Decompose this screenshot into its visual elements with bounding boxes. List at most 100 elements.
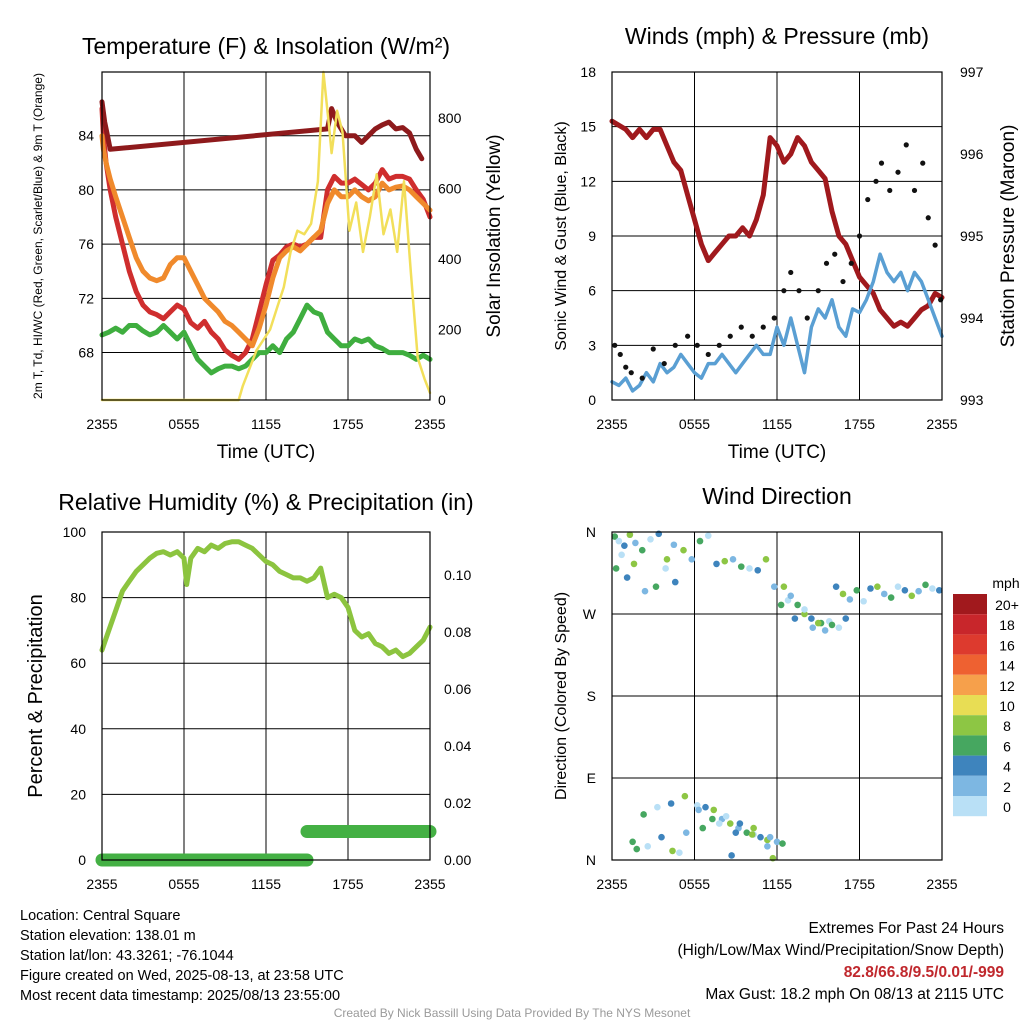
direction-point xyxy=(652,583,660,590)
plot-frame xyxy=(101,71,431,401)
y-tick-label-left: 12 xyxy=(580,173,596,189)
direction-point xyxy=(780,583,788,590)
direction-point xyxy=(748,831,756,838)
extremes-block: Extremes For Past 24 Hours (High/Low/Max… xyxy=(678,918,1005,1006)
direction-point xyxy=(835,624,843,631)
legend-swatch xyxy=(953,634,987,655)
gust-point xyxy=(771,315,777,321)
y-tick-label-left: W xyxy=(583,606,597,622)
direction-point xyxy=(641,587,649,595)
x-tick-label: 1155 xyxy=(251,416,281,432)
legend-swatch xyxy=(953,674,987,695)
y-tick-label-left: N xyxy=(586,524,596,540)
legend-label: 10 xyxy=(999,698,1015,714)
x-tick-label: 1755 xyxy=(844,876,875,892)
direction-point xyxy=(667,800,675,807)
gust-point xyxy=(832,251,838,257)
direction-point xyxy=(638,546,646,554)
y-tick-label-left: 72 xyxy=(78,290,94,306)
gust-point xyxy=(738,324,744,330)
legend-swatch xyxy=(953,796,987,817)
direction-point xyxy=(839,590,847,598)
direction-point xyxy=(777,601,785,609)
direction-point xyxy=(680,546,687,554)
gust-point xyxy=(694,342,700,348)
direction-point xyxy=(709,815,716,823)
direction-point xyxy=(867,585,874,592)
direction-point xyxy=(682,829,690,836)
gust-point xyxy=(920,160,926,166)
y-tick-label-left: 60 xyxy=(70,655,86,671)
y-tick-label-right: 0.00 xyxy=(444,852,471,868)
direction-point xyxy=(729,556,737,563)
gust-point xyxy=(628,370,634,376)
gust-point xyxy=(865,196,871,203)
legend-label: 14 xyxy=(999,658,1015,674)
direction-point xyxy=(809,624,817,631)
direction-point xyxy=(626,531,634,539)
plot-frame xyxy=(101,531,431,861)
y-tick-label-left: 9 xyxy=(588,228,596,244)
direction-point xyxy=(702,803,709,811)
gust-point xyxy=(760,324,766,330)
gust-point xyxy=(823,260,830,266)
y-axis-label-left: Percent & Precipitation xyxy=(25,594,47,797)
y-tick-label-right: 0.08 xyxy=(444,624,471,640)
legend-swatch xyxy=(953,755,987,776)
series-line-humidity xyxy=(99,539,433,660)
direction-point xyxy=(699,824,707,832)
direction-point xyxy=(874,583,881,590)
extremes-values: 82.8/66.8/9.5/0.01/-999 xyxy=(843,964,1004,981)
y-tick-label-right: 600 xyxy=(438,180,462,196)
direction-point xyxy=(726,820,734,827)
y-tick-label-right: 0.10 xyxy=(444,567,471,583)
gust-point xyxy=(873,178,879,184)
gust-point xyxy=(788,269,794,276)
direction-point xyxy=(887,594,895,601)
x-tick-label: 1755 xyxy=(332,416,363,432)
chart-title: Wind Direction xyxy=(702,483,852,509)
extremes-title: Extremes For Past 24 Hours xyxy=(808,920,1004,937)
x-axis-label: Time (UTC) xyxy=(217,442,316,463)
y-tick-label-right: 997 xyxy=(960,64,984,80)
plot-frame xyxy=(611,71,943,401)
direction-point xyxy=(814,619,822,627)
direction-point xyxy=(922,581,929,589)
y-tick-label-right: 996 xyxy=(960,146,984,162)
direction-point xyxy=(853,587,861,594)
y-tick-label-left: 0 xyxy=(78,852,86,868)
gust-point xyxy=(623,364,629,370)
y-tick-label-left: 68 xyxy=(78,345,94,361)
direction-point xyxy=(787,592,795,600)
gust-point xyxy=(617,351,623,358)
y-tick-label-left: 84 xyxy=(78,128,94,144)
gust-point xyxy=(840,278,846,285)
legend-swatch xyxy=(953,594,987,615)
legend-swatch xyxy=(953,715,987,736)
gust-point xyxy=(639,375,645,381)
direction-point xyxy=(801,610,808,618)
direction-point xyxy=(647,535,654,543)
gust-point xyxy=(672,342,678,348)
station-location: Location: Central Square xyxy=(20,908,181,924)
gust-point xyxy=(705,351,711,358)
legend-label: 0 xyxy=(1003,799,1011,815)
legend-label: 18 xyxy=(999,617,1015,633)
x-tick-label: 0555 xyxy=(679,876,710,892)
gust-point xyxy=(903,142,909,148)
series-line-red xyxy=(99,106,433,362)
station-elevation: Station elevation: 138.01 m xyxy=(20,928,196,944)
y-tick-label-left: 80 xyxy=(78,182,94,198)
direction-point xyxy=(671,578,679,586)
direction-point xyxy=(612,565,620,572)
direction-point xyxy=(632,539,639,547)
direction-point xyxy=(728,852,735,859)
y-tick-label-left: N xyxy=(586,852,596,868)
legend-label: 8 xyxy=(1003,718,1011,734)
gust-point xyxy=(848,260,854,266)
series-line-yellow xyxy=(100,70,432,402)
legend-label: 12 xyxy=(999,678,1015,694)
gust-point xyxy=(895,169,901,175)
y-tick-label-left: E xyxy=(587,770,596,786)
